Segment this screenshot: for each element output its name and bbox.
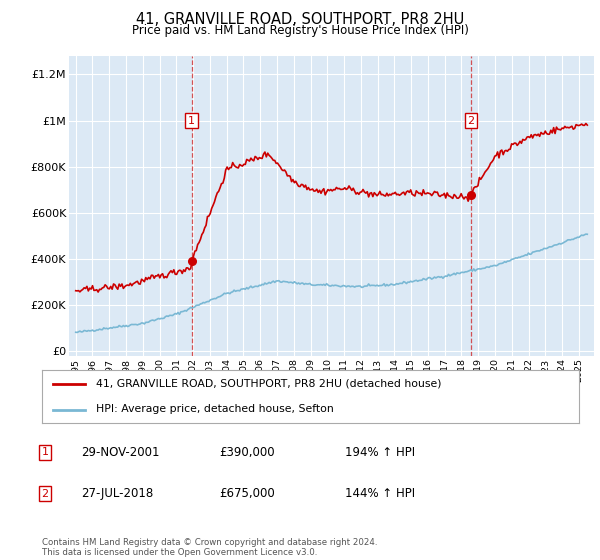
Text: 144% ↑ HPI: 144% ↑ HPI xyxy=(345,487,415,501)
Text: £675,000: £675,000 xyxy=(219,487,275,501)
Text: £390,000: £390,000 xyxy=(219,446,275,459)
Text: 41, GRANVILLE ROAD, SOUTHPORT, PR8 2HU (detached house): 41, GRANVILLE ROAD, SOUTHPORT, PR8 2HU (… xyxy=(96,379,441,389)
Text: 1: 1 xyxy=(188,115,195,125)
Text: Price paid vs. HM Land Registry's House Price Index (HPI): Price paid vs. HM Land Registry's House … xyxy=(131,24,469,37)
Text: HPI: Average price, detached house, Sefton: HPI: Average price, detached house, Seft… xyxy=(96,404,334,414)
Text: 1: 1 xyxy=(41,447,49,458)
Text: 2: 2 xyxy=(41,489,49,499)
Text: 2: 2 xyxy=(467,115,475,125)
Text: 194% ↑ HPI: 194% ↑ HPI xyxy=(345,446,415,459)
Text: 41, GRANVILLE ROAD, SOUTHPORT, PR8 2HU: 41, GRANVILLE ROAD, SOUTHPORT, PR8 2HU xyxy=(136,12,464,27)
Text: 29-NOV-2001: 29-NOV-2001 xyxy=(81,446,160,459)
Text: 27-JUL-2018: 27-JUL-2018 xyxy=(81,487,153,501)
Text: Contains HM Land Registry data © Crown copyright and database right 2024.
This d: Contains HM Land Registry data © Crown c… xyxy=(42,538,377,557)
